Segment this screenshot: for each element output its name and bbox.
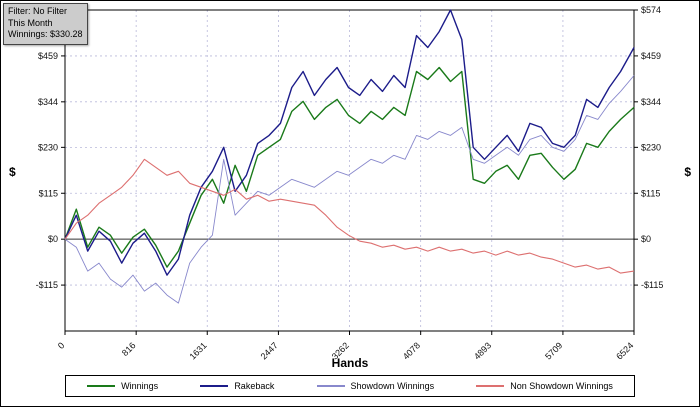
legend-item-rakeback[interactable]: Rakeback	[200, 381, 274, 391]
filter-period-label: This Month	[8, 17, 53, 28]
series-line-showdown-winnings	[64, 75, 635, 304]
rakeback-line-swatch	[200, 385, 229, 387]
non-showdown-winnings-line-swatch	[476, 385, 505, 387]
legend-item-non-showdown-winnings[interactable]: Non Showdown Winnings	[476, 381, 613, 391]
legend-item-showdown-winnings[interactable]: Showdown Winnings	[316, 381, 435, 391]
y-tick-label-left: $459	[38, 51, 58, 61]
legend: Winnings Rakeback Showdown Winnings Non …	[65, 375, 635, 397]
plot-frame	[64, 9, 635, 332]
legend-label-non-showdown-winnings: Non Showdown Winnings	[510, 381, 613, 391]
y-tick-label-right: $574	[641, 5, 661, 15]
legend-label-rakeback: Rakeback	[234, 381, 275, 391]
x-tick-label: 0	[56, 340, 67, 351]
y-tick-label-right: $0	[641, 234, 651, 244]
y-tick-label-right: $115	[641, 188, 660, 198]
legend-item-winnings[interactable]: Winnings	[87, 381, 158, 391]
legend-label-showdown-winnings: Showdown Winnings	[350, 381, 435, 391]
showdown-winnings-line-swatch	[316, 385, 345, 387]
y-tick-label-left: $0	[48, 234, 58, 244]
series-line-winnings	[64, 66, 635, 268]
y-tick-label-right: $459	[641, 51, 661, 61]
series-line-non-showdown-winnings	[64, 158, 635, 274]
y-tick-label-left: $230	[38, 142, 58, 152]
winnings-total-label: Winnings: $330.28	[8, 29, 83, 40]
y-tick-label-left: $344	[38, 97, 58, 107]
winnings-line-swatch	[87, 385, 116, 387]
filter-info-box: Filter: No Filter This Month Winnings: $…	[3, 3, 88, 46]
y-tick-label-right: $230	[641, 142, 661, 152]
y-tick-label-right: $344	[641, 97, 661, 107]
x-axis-title: Hands	[331, 356, 369, 370]
legend-label-winnings: Winnings	[121, 381, 159, 391]
filter-label: Filter: No Filter	[8, 6, 68, 16]
y-axis-title-right: $	[684, 165, 691, 179]
series-line-rakeback	[64, 9, 635, 276]
y-tick-label-left: -$115	[36, 280, 58, 290]
y-tick-label-left: $115	[39, 188, 58, 198]
y-tick-label-right: -$115	[641, 280, 663, 290]
y-axis-title-left: $	[9, 165, 16, 179]
